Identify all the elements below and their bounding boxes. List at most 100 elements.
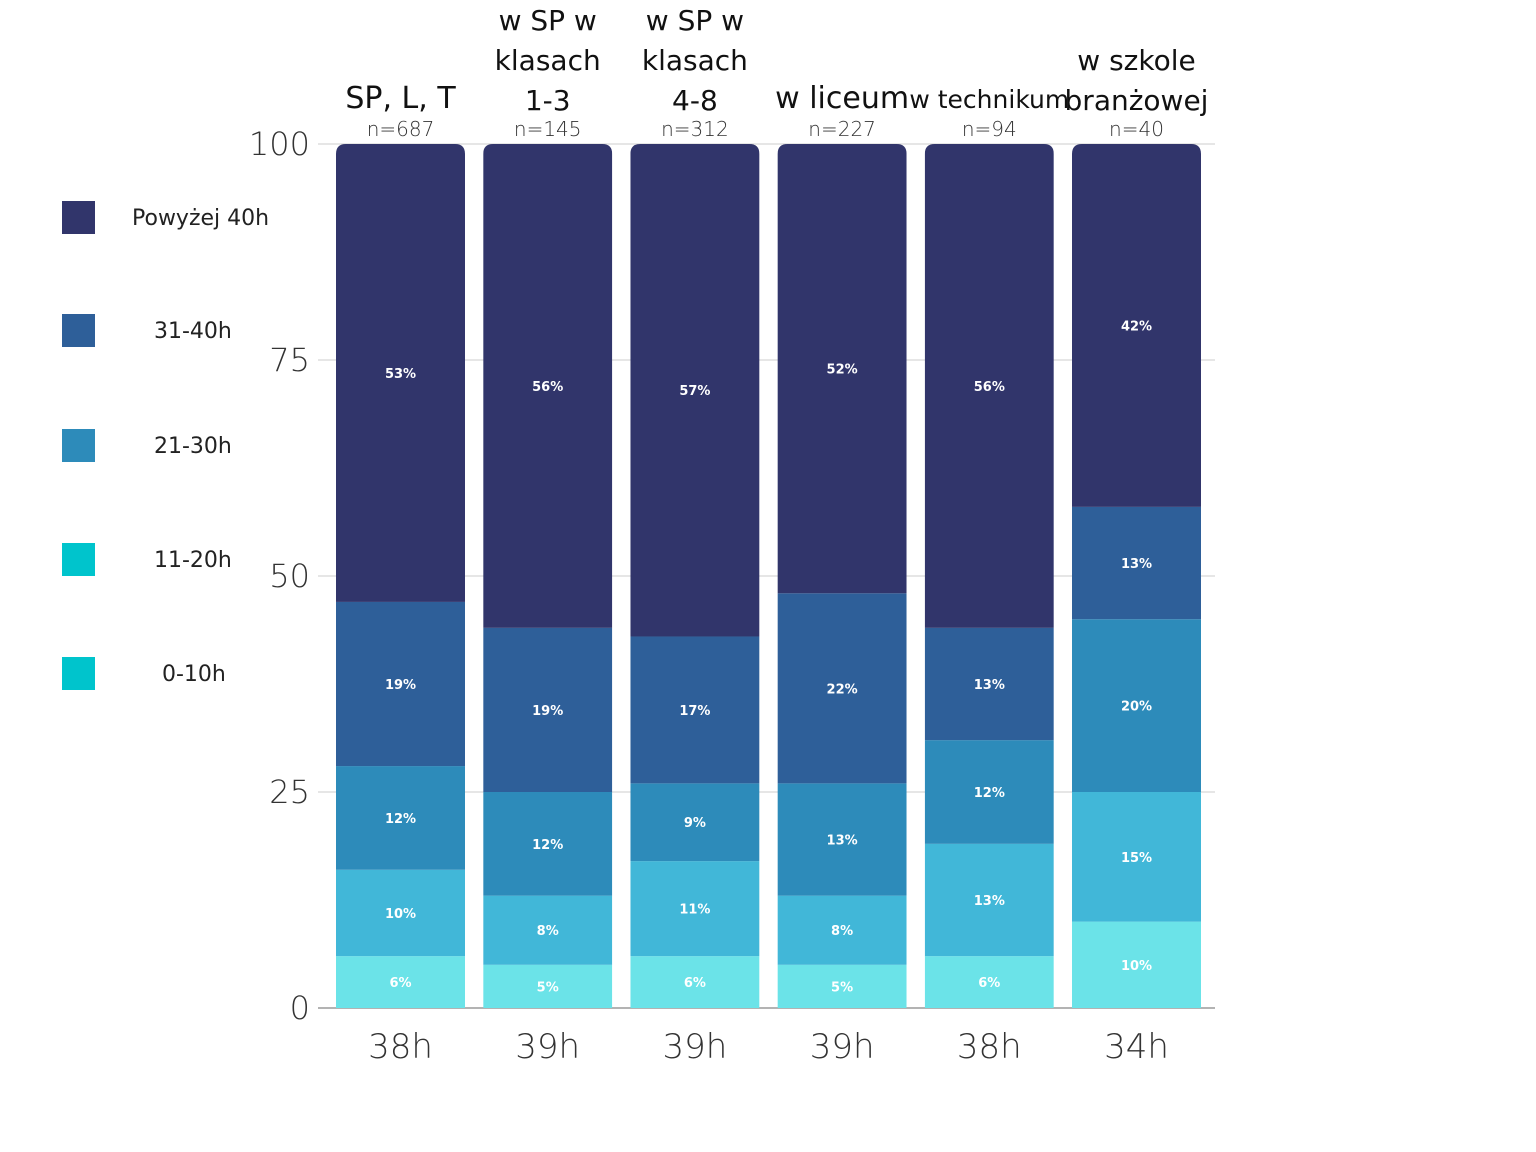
legend-label: 11-20h (154, 548, 232, 573)
bar-segment (483, 964, 613, 1008)
bar-segment (1072, 506, 1201, 620)
legend-swatch (62, 543, 95, 576)
data-label: 19% (532, 704, 563, 719)
y-tick-label: 0 (290, 989, 310, 1027)
data-label: 56% (532, 380, 563, 395)
average-hours-label: 39h (662, 1027, 727, 1067)
bar-segment (336, 869, 465, 957)
bar-segment (777, 783, 907, 896)
y-tick-label: 50 (269, 557, 310, 595)
category-label: w liceum (775, 81, 909, 116)
data-label: 17% (679, 704, 710, 719)
average-hours-label: 34h (1104, 1027, 1169, 1067)
legend-item: 0-10h (62, 657, 302, 691)
bar-stack (777, 144, 907, 1008)
bar-segment (924, 740, 1054, 844)
data-label: 13% (974, 894, 1005, 909)
category-label: branżowej (1065, 84, 1209, 117)
data-label: 13% (827, 834, 858, 849)
bar-segment (483, 895, 613, 965)
average-hours-label: 38h (368, 1027, 433, 1067)
sample-size-label: n=40 (1109, 117, 1164, 141)
sample-size-label: n=227 (808, 117, 876, 141)
bar-stack (483, 144, 613, 1008)
data-label: 42% (1121, 319, 1152, 334)
bar-segment (777, 144, 907, 594)
category-label: SP, L, T (345, 81, 456, 116)
category-label: 1-3 (525, 84, 571, 117)
data-label: 20% (1121, 700, 1152, 715)
bar-segment (924, 956, 1054, 1008)
data-label: 5% (831, 980, 853, 995)
data-label: 10% (1121, 959, 1152, 974)
category-label: w SP w (646, 4, 744, 37)
bar-segment (924, 627, 1054, 741)
category-label: 4-8 (672, 84, 718, 117)
data-label: 13% (974, 678, 1005, 693)
bar-segment (1072, 619, 1201, 792)
legend-item: 31-40h (62, 314, 302, 348)
bar-segment (630, 861, 760, 957)
y-tick-label: 100 (249, 125, 310, 163)
legend-label: Powyżej 40h (132, 206, 270, 231)
y-tick-label: 25 (269, 773, 310, 811)
category-label: w SP w (499, 4, 597, 37)
bar-stack (336, 144, 465, 1008)
bar-segment (1072, 792, 1201, 922)
average-hours-label: 38h (957, 1027, 1022, 1067)
data-label: 5% (537, 980, 559, 995)
bar-stack (924, 144, 1054, 1008)
data-label: 15% (1121, 851, 1152, 866)
data-label: 8% (537, 924, 559, 939)
bar-segment (1072, 144, 1201, 507)
bar-segment (630, 783, 760, 862)
bar-segment (336, 956, 465, 1008)
sample-size-label: n=145 (514, 117, 582, 141)
bar-segment (777, 593, 907, 784)
category-label: w technikum (909, 85, 1069, 114)
category-label: klasach (495, 44, 601, 77)
data-label: 12% (385, 812, 416, 827)
bar-segment (924, 843, 1054, 957)
bar-stack (1072, 144, 1201, 1008)
data-label: 53% (385, 367, 416, 382)
bar-segment (483, 792, 613, 896)
gridlines (318, 143, 1215, 1009)
legend-item: Powyżej 40h (62, 201, 302, 235)
category-label: klasach (642, 44, 748, 77)
data-label: 52% (827, 363, 858, 378)
bar-segment (630, 144, 760, 637)
data-label: 6% (684, 976, 706, 991)
data-label: 19% (385, 678, 416, 693)
y-tick-label: 75 (269, 341, 310, 379)
data-label: 6% (978, 976, 1000, 991)
legend-swatch (62, 429, 95, 462)
bar-stack (630, 144, 760, 1008)
legend-label: 31-40h (154, 319, 232, 344)
data-label: 22% (827, 682, 858, 697)
sample-size-label: n=312 (661, 117, 729, 141)
bar-segment (630, 956, 760, 1008)
bar-segment (924, 144, 1054, 628)
data-label: 8% (831, 924, 853, 939)
data-label: 6% (389, 976, 411, 991)
sample-size-label: n=94 (962, 117, 1017, 141)
data-label: 57% (679, 384, 710, 399)
bar-segment (336, 601, 465, 767)
legend-label: 21-30h (154, 434, 232, 459)
bars: 6% 10% 12% 19% 53% 5% 8% 12% 19% 56% 6% 11% 9% 17% 57%… (336, 144, 1201, 1008)
data-label: 13% (1121, 557, 1152, 572)
bar-segment (336, 766, 465, 870)
bar-segment (777, 964, 907, 1008)
data-label: 56% (974, 380, 1005, 395)
y-axis: 0 25 50 75 100 (249, 125, 310, 1027)
bar-segment (630, 636, 760, 784)
legend-item: 21-30h (62, 429, 302, 463)
bar-segment (777, 895, 907, 965)
legend-swatch (62, 314, 95, 347)
bar-segment (1072, 921, 1201, 1008)
sample-size-label: n=687 (367, 117, 435, 141)
legend-swatch (62, 201, 95, 234)
